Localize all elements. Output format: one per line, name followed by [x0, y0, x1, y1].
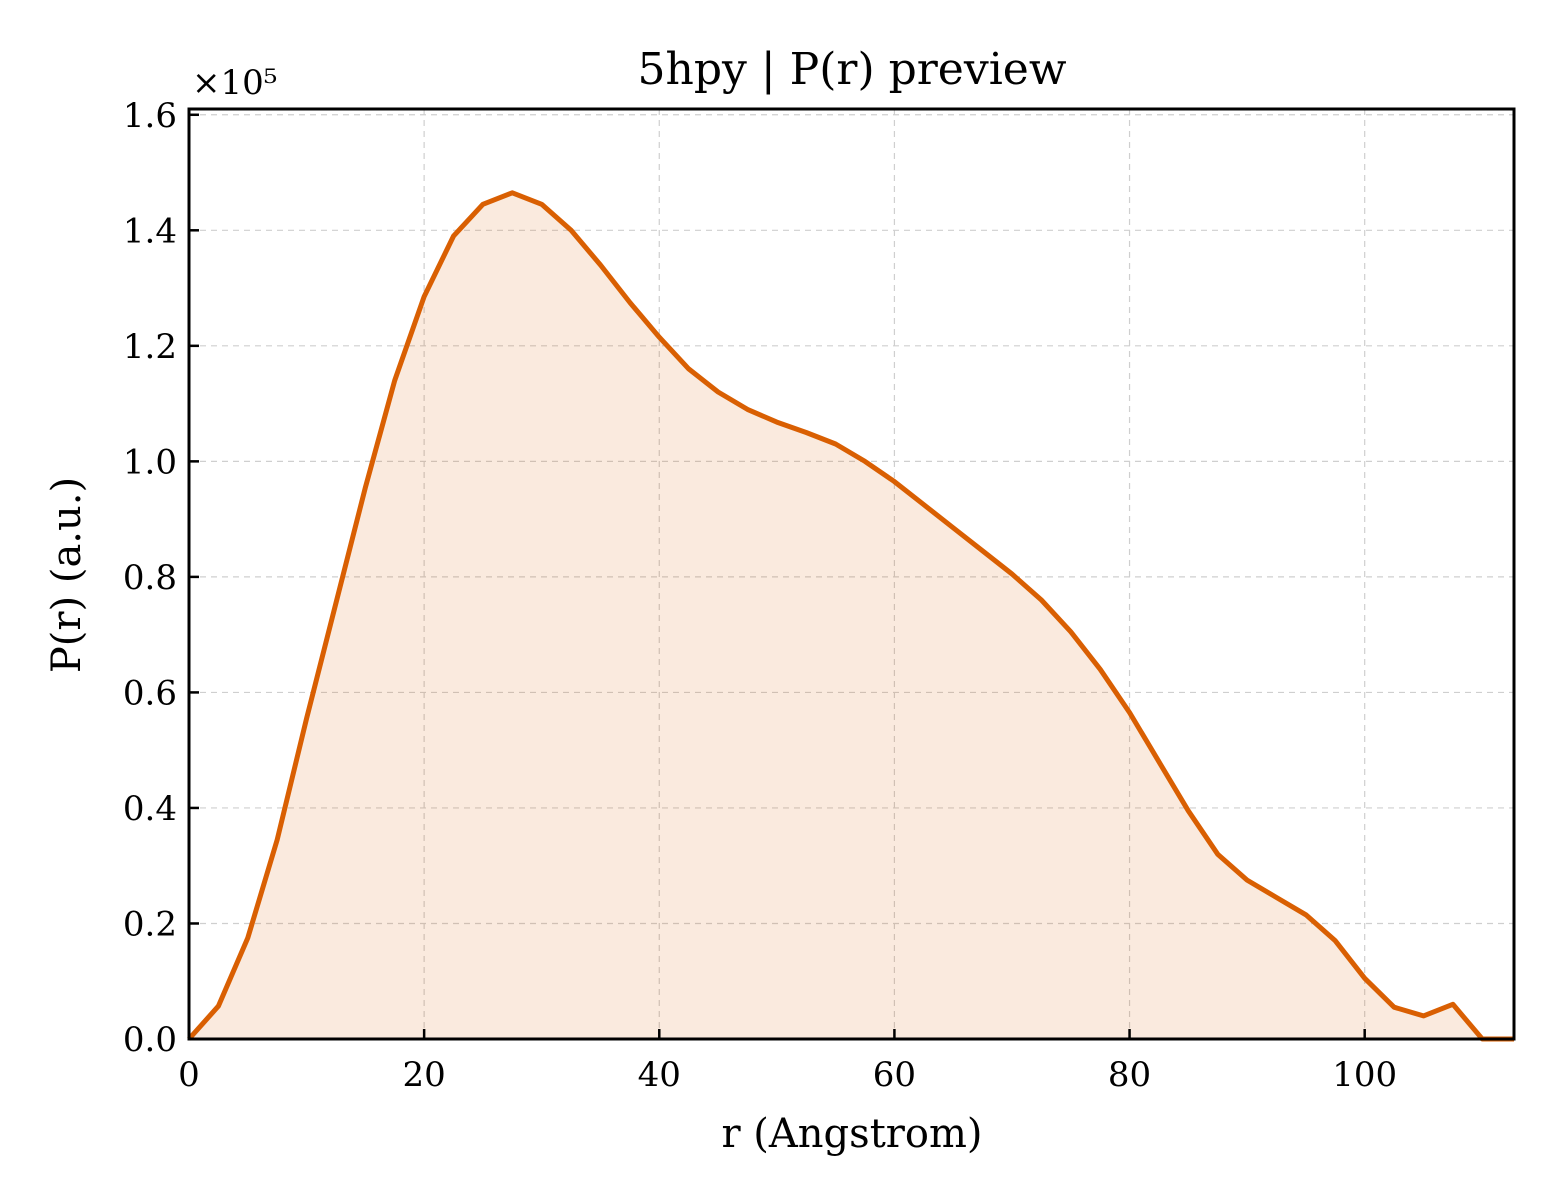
y-tick-label: 0.4: [123, 789, 177, 829]
y-tick-labels: 0.0 0.2 0.4 0.6 0.8 1.0 1.2 1.4 1.6: [123, 96, 177, 1060]
y-multiplier-label: ×10⁵: [192, 63, 277, 103]
x-tick-label: 20: [403, 1055, 446, 1095]
pr-series-line: [187, 190, 1514, 1042]
y-tick-label: 1.4: [123, 211, 177, 251]
x-tick-label: 60: [873, 1055, 916, 1095]
axis-ticks: [187, 113, 1366, 1041]
grid: [188, 109, 1514, 1040]
x-tick-label: 100: [1332, 1055, 1397, 1095]
y-tick-label: 1.0: [123, 442, 177, 482]
x-tick-label: 0: [178, 1055, 200, 1095]
y-tick-label: 0.2: [123, 904, 177, 944]
plot-frame: [187, 107, 1516, 1041]
x-tick-label: 40: [638, 1055, 681, 1095]
y-tick-label: 1.2: [123, 327, 177, 367]
y-tick-label: 0.6: [123, 673, 177, 713]
x-axis-label: r (Angstrom): [721, 1111, 982, 1157]
y-axis-label: P(r) (a.u.): [44, 477, 90, 673]
y-tick-label: 0.0: [123, 1020, 177, 1060]
x-tick-label: 80: [1108, 1055, 1151, 1095]
chart-title: 5hpy | P(r) preview: [638, 44, 1067, 95]
y-tick-label: 0.8: [123, 558, 177, 598]
x-tick-labels: 0 20 40 60 80 100: [178, 1055, 1397, 1095]
pr-area-fill: [189, 192, 1514, 1040]
y-tick-label: 1.6: [123, 96, 177, 136]
